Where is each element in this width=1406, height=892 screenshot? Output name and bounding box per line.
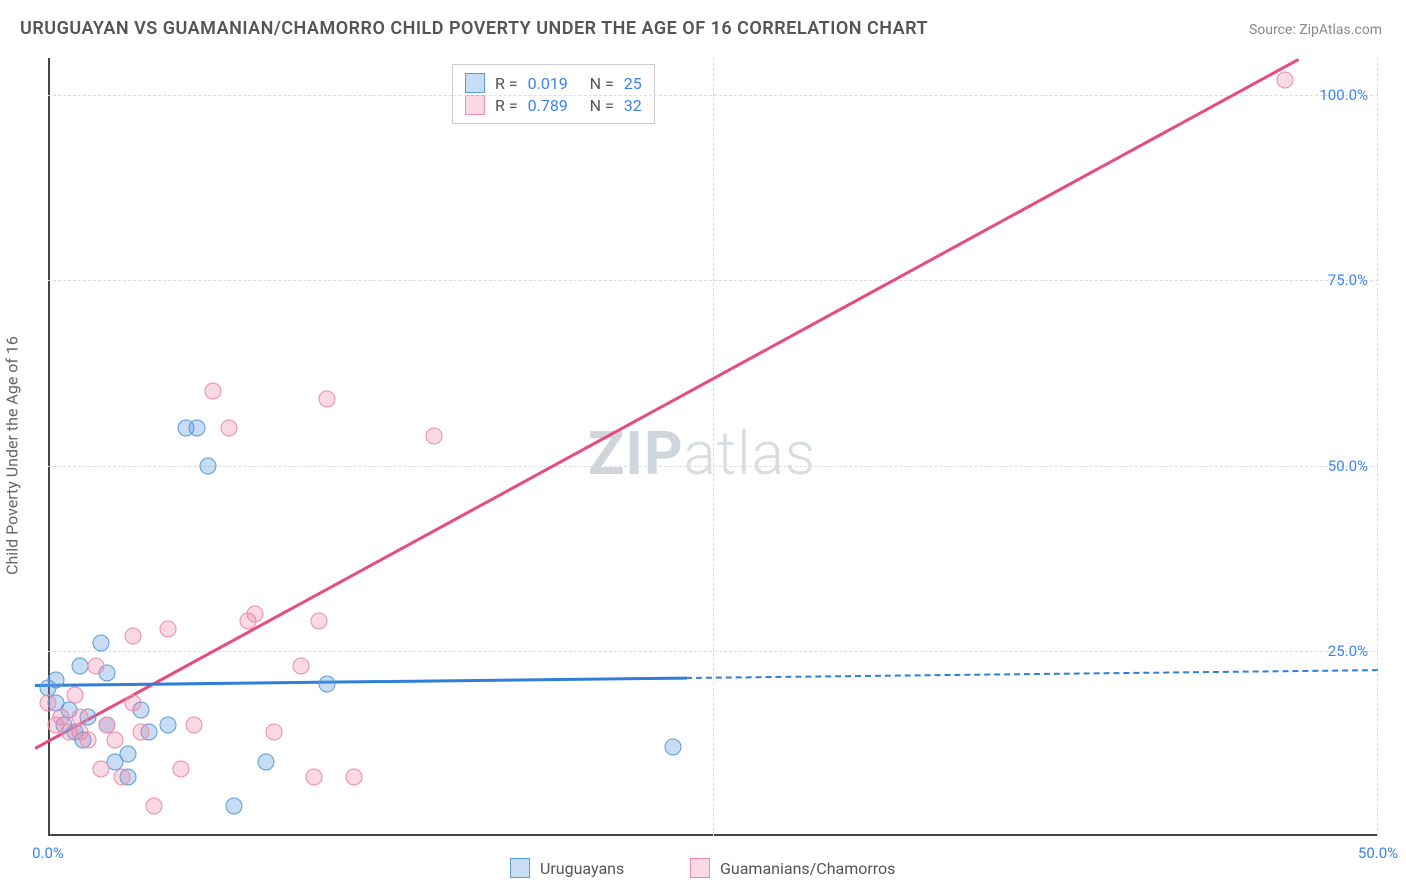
- x-tick-label: 50.0%: [1358, 844, 1398, 862]
- data-point: [258, 753, 275, 770]
- source-label: Source:: [1249, 22, 1296, 38]
- data-point: [159, 620, 176, 637]
- y-tick-label: 25.0%: [1328, 642, 1368, 660]
- data-point: [71, 709, 88, 726]
- data-point: [319, 676, 336, 693]
- plot-area: ZIPatlas R = 0.019 N = 25 R = 0.789 N = …: [48, 58, 1378, 836]
- swatch-pink-icon: [690, 858, 710, 878]
- data-point: [665, 739, 682, 756]
- data-point: [93, 761, 110, 778]
- chart-container: URUGUAYAN VS GUAMANIAN/CHAMORRO CHILD PO…: [0, 0, 1406, 892]
- n-label: N =: [590, 96, 614, 115]
- source-attribution: Source: ZipAtlas.com: [1249, 22, 1382, 38]
- legend-label-blue: Uruguayans: [540, 859, 624, 878]
- data-point: [47, 672, 64, 689]
- r-value-blue: 0.019: [528, 74, 580, 93]
- data-point: [133, 724, 150, 741]
- trendline: [34, 58, 1299, 749]
- y-tick-label: 50.0%: [1328, 457, 1368, 475]
- source-value: ZipAtlas.com: [1299, 22, 1382, 38]
- swatch-blue-icon: [465, 73, 485, 93]
- trendline: [35, 677, 687, 687]
- n-value-pink: 32: [624, 96, 642, 115]
- n-label: N =: [590, 74, 614, 93]
- data-point: [199, 457, 216, 474]
- y-axis-label: Child Poverty Under the Age of 16: [3, 336, 22, 575]
- data-point: [220, 420, 237, 437]
- data-point: [319, 390, 336, 407]
- swatch-blue-icon: [510, 858, 530, 878]
- data-point: [146, 798, 163, 815]
- n-value-blue: 25: [624, 74, 642, 93]
- x-tick-label: 0.0%: [32, 844, 64, 862]
- data-point: [173, 761, 190, 778]
- data-point: [125, 694, 142, 711]
- data-point: [311, 613, 328, 630]
- data-point: [266, 724, 283, 741]
- data-point: [114, 768, 131, 785]
- data-point: [186, 716, 203, 733]
- bottom-legend-pink: Guamanians/Chamorros: [690, 858, 895, 878]
- data-point: [306, 768, 323, 785]
- data-point: [87, 657, 104, 674]
- data-point: [79, 731, 96, 748]
- bottom-legend-blue: Uruguayans: [510, 858, 624, 878]
- data-point: [292, 657, 309, 674]
- data-point: [93, 635, 110, 652]
- data-point: [204, 383, 221, 400]
- data-point: [247, 605, 264, 622]
- y-tick-label: 100.0%: [1319, 86, 1368, 104]
- chart-title: URUGUAYAN VS GUAMANIAN/CHAMORRO CHILD PO…: [20, 18, 928, 39]
- data-point: [226, 798, 243, 815]
- data-point: [425, 427, 442, 444]
- data-point: [125, 627, 142, 644]
- plot-right-border: [1377, 58, 1378, 836]
- data-point: [66, 687, 83, 704]
- data-point: [188, 420, 205, 437]
- data-point: [1276, 72, 1293, 89]
- r-label: R =: [495, 74, 518, 93]
- r-label: R =: [495, 96, 518, 115]
- r-value-pink: 0.789: [528, 96, 580, 115]
- gridline-v: [713, 58, 714, 836]
- data-point: [345, 768, 362, 785]
- data-point: [159, 716, 176, 733]
- data-point: [119, 746, 136, 763]
- data-point: [71, 657, 88, 674]
- stats-row-pink: R = 0.789 N = 32: [465, 95, 642, 115]
- stats-row-blue: R = 0.019 N = 25: [465, 73, 642, 93]
- data-point: [106, 731, 123, 748]
- swatch-pink-icon: [465, 95, 485, 115]
- y-tick-label: 75.0%: [1328, 271, 1368, 289]
- trendline: [686, 669, 1378, 679]
- stats-legend-box: R = 0.019 N = 25 R = 0.789 N = 32: [452, 64, 655, 124]
- data-point: [40, 694, 57, 711]
- legend-label-pink: Guamanians/Chamorros: [720, 859, 895, 878]
